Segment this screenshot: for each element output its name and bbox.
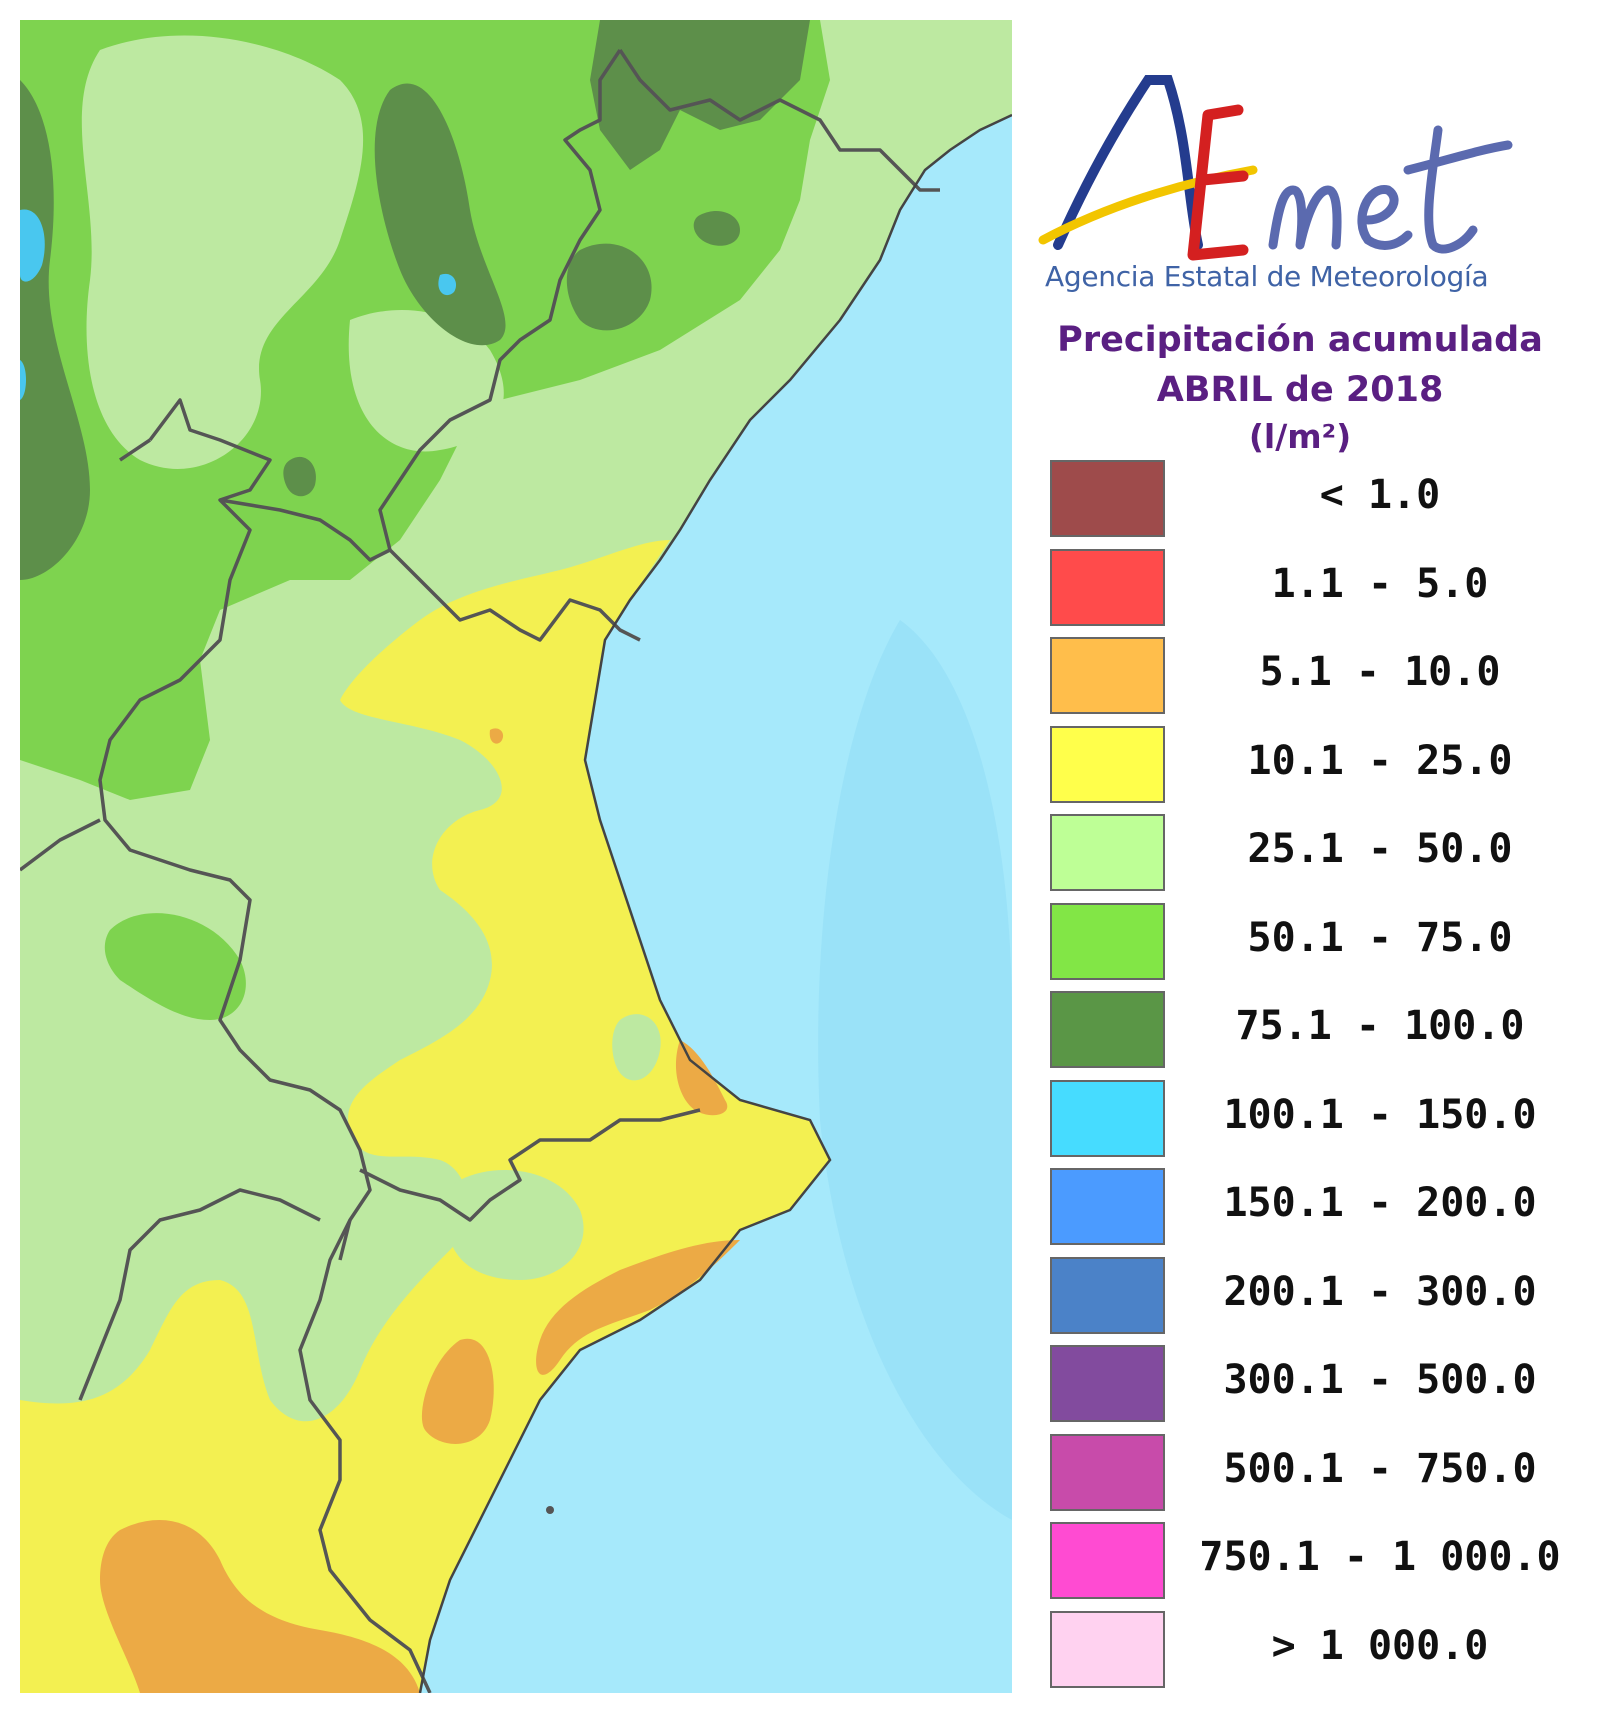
legend-swatch (1050, 548, 1165, 626)
zone-5-10-c (421, 1338, 494, 1444)
legend-label: 5.1 - 10.0 (1259, 649, 1501, 695)
island-marker-2 (546, 1506, 554, 1514)
legend-item: > 1 000.0 (1050, 1610, 1580, 1691)
legend-label: 750.1 - 1 000.0 (1199, 1534, 1561, 1580)
legend-item: 150.1 - 200.0 (1050, 1168, 1580, 1248)
legend-item: 100.1 - 150.0 (1050, 1079, 1580, 1160)
legend-swatch (1050, 1079, 1165, 1157)
legend-item: < 1.0 (1050, 460, 1580, 540)
legend-swatch (1050, 1168, 1165, 1245)
legend-label: 500.1 - 750.0 (1223, 1445, 1537, 1492)
legend-item: 500.1 - 750.0 (1050, 1433, 1580, 1514)
zone-100-150-a (20, 209, 45, 282)
zone-25-50-inner-north (81, 35, 364, 469)
legend-swatch (1050, 637, 1165, 714)
border-line-7 (359, 1108, 701, 1222)
legend-swatch (1050, 1345, 1165, 1422)
border-line-5 (119, 438, 151, 462)
legend-label: 10.1 - 25.0 (1247, 737, 1513, 784)
legend-item: 75.1 - 100.0 (1050, 991, 1580, 1071)
legend-label: 75.1 - 100.0 (1235, 1003, 1525, 1049)
legend-swatch (1050, 1610, 1165, 1688)
zone-100-150-b (438, 273, 457, 296)
border-line-4 (20, 818, 101, 872)
legend-label: > 1 000.0 (1271, 1622, 1489, 1669)
legend-item: 10.1 - 25.0 (1050, 725, 1580, 806)
zone-5-10-b (536, 1240, 740, 1375)
province-borders (20, 49, 940, 1693)
legend-label: 25.1 - 50.0 (1247, 826, 1513, 872)
legend-swatch (1050, 1522, 1165, 1599)
zone-75-100-a (374, 83, 506, 346)
border-line-8 (78, 1188, 321, 1401)
title-line-2: ABRIL de 2018 (1156, 370, 1444, 410)
zone-25-50-inner-central (348, 310, 504, 452)
border-line-9 (338, 1219, 352, 1261)
legend-item: 5.1 - 10.0 (1050, 637, 1580, 717)
legend-swatch (1050, 814, 1165, 891)
zone-5-10-d (100, 1520, 420, 1693)
legend-swatch (1050, 1256, 1165, 1334)
title-units: (l/m²) (1248, 417, 1352, 456)
border-line-3 (98, 398, 432, 1693)
legend-label: 1.1 - 5.0 (1271, 560, 1489, 607)
zone-75-100-d (693, 210, 740, 246)
zone-75-100-c (566, 243, 652, 331)
legend-item: 1.1 - 5.0 (1050, 548, 1580, 629)
sea-deep-area (818, 620, 1012, 1520)
zone-75-100-e (20, 80, 90, 580)
legend-swatch (1050, 1433, 1165, 1511)
legend-swatch (1050, 991, 1165, 1068)
zone-50-75-west (104, 913, 246, 1020)
legend-label: 100.1 - 150.0 (1223, 1091, 1537, 1138)
border-line-1 (618, 49, 940, 192)
legend-item: 200.1 - 300.0 (1050, 1256, 1580, 1337)
legend-item: 25.1 - 50.0 (1050, 814, 1580, 894)
map-canvas (20, 20, 1012, 1693)
legend-swatch (1050, 902, 1165, 980)
legend-panel: Agencia Estatal de Meteorología Precipit… (1030, 20, 1590, 1693)
zone-10-25-coastal (20, 540, 830, 1693)
coastline (418, 113, 1012, 1693)
zone-25-50-inner-south (443, 1170, 584, 1280)
logo-subtitle: Agencia Estatal de Meteorología (1045, 260, 1489, 293)
logo-letter-a (1053, 75, 1203, 250)
legend-label: 50.1 - 75.0 (1247, 914, 1513, 961)
precipitation-map (20, 20, 1012, 1693)
title-line-1: Precipitación acumulada (1057, 320, 1543, 360)
zone-75-100-f (283, 456, 316, 497)
legend-item: 750.1 - 1 000.0 (1050, 1522, 1580, 1602)
zone-5-10-e (489, 728, 504, 744)
legend-swatch (1050, 725, 1165, 803)
legend-item: 50.1 - 75.0 (1050, 902, 1580, 983)
legend-label: < 1.0 (1319, 472, 1441, 518)
legend-label: 150.1 - 200.0 (1223, 1180, 1537, 1226)
border-line-2 (378, 49, 641, 642)
map-title: Precipitación acumulada ABRIL de 2018 (l… (1030, 315, 1570, 459)
border-line-6 (219, 498, 391, 562)
legend-label: 200.1 - 300.0 (1223, 1268, 1537, 1315)
legend-label: 300.1 - 500.0 (1223, 1357, 1537, 1403)
legend-swatch (1050, 460, 1165, 537)
logo-letter-e (1187, 104, 1249, 261)
zone-25-50-in-yellow (612, 1014, 661, 1081)
logo-letters-met (1268, 125, 1513, 254)
zone-75-100-b (590, 20, 810, 170)
zone-100-150-c (20, 360, 26, 400)
legend-item: 300.1 - 500.0 (1050, 1345, 1580, 1425)
aemet-logo (1038, 75, 1513, 261)
